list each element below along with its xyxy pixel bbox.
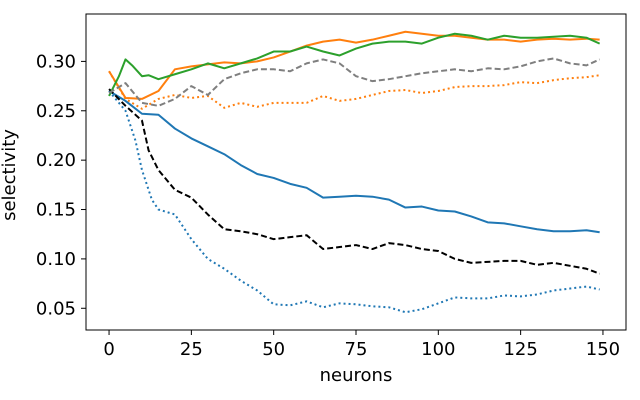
x-axis-label: neurons [320,365,393,386]
x-tick-label: 150 [586,339,620,360]
series-line-7 [108,57,601,107]
y-tick-label: 0.20 [36,150,76,171]
x-tick-label: 25 [180,339,203,360]
series-line-3 [108,88,601,275]
series-line-5 [108,70,600,110]
x-tick-label: 125 [503,339,537,360]
series-line-2 [108,90,600,314]
y-tick-label: 0.25 [36,101,76,122]
y-tick-label: 0.15 [36,200,76,221]
series-line-1 [108,90,600,234]
plot-frame [85,13,627,331]
x-tick-label: 100 [421,339,455,360]
x-axis-ticks: 0 25 50 75 100 125 150 [103,330,620,360]
y-axis-ticks: 0.05 0.10 0.15 0.20 0.25 0.30 [36,51,86,319]
y-tick-label: 0.30 [36,51,76,72]
y-tick-label: 0.10 [36,249,76,270]
series-line-6 [108,32,601,97]
x-tick-label: 75 [345,339,368,360]
y-axis-label: selectivity [0,129,20,221]
x-tick-label: 50 [262,339,285,360]
y-tick-label: 0.05 [36,298,76,319]
x-tick-label: 0 [103,339,114,360]
series-line-4 [108,30,600,100]
series-layer [108,30,601,314]
